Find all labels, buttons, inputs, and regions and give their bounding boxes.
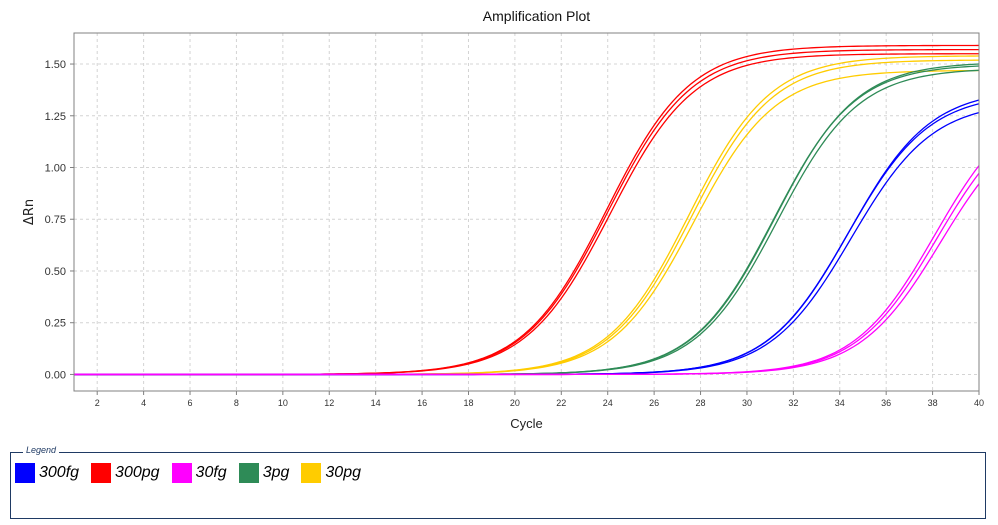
legend-item-3pg: 3pg — [238, 463, 290, 483]
legend-label: 300pg — [115, 464, 160, 481]
legend-label: 30fg — [195, 464, 227, 481]
y-tick-label: 1.25 — [45, 111, 66, 123]
legend-item-30pg: 30pg — [301, 463, 361, 483]
legend-item-30fg: 30fg — [171, 463, 227, 483]
x-tick-label: 24 — [603, 398, 613, 408]
x-tick-label: 26 — [649, 398, 659, 408]
x-tick-label: 22 — [556, 398, 566, 408]
y-tick-label: 0.75 — [45, 214, 66, 226]
legend-title: Legend — [23, 445, 60, 455]
x-tick-label: 6 — [188, 398, 193, 408]
legend-label: 30pg — [325, 464, 361, 481]
x-tick-label: 14 — [371, 398, 381, 408]
x-tick-label: 28 — [696, 398, 706, 408]
legend-swatch — [15, 463, 35, 483]
y-tick-label: 0.00 — [45, 369, 66, 381]
legend-swatch — [91, 463, 112, 483]
x-tick-label: 2 — [95, 398, 100, 408]
plot-area — [74, 33, 979, 391]
chart-svg: 2 4 6 8 10 12 14 16 18 20 22 24 26 28 30 32 34 36 38 400.00… — [22, 8, 984, 431]
x-tick-label: 8 — [234, 398, 239, 408]
series-line-30fg — [74, 165, 980, 376]
amplification-plot: 2 4 6 8 10 12 14 16 18 20 22 24 26 28 30 32 34 36 38 40 0.00… — [22, 8, 984, 431]
y-tick-label: 1.50 — [45, 59, 66, 71]
legend-box: Legend 300fg 300pg 30fg 3pg 30pg — [10, 445, 986, 519]
x-tick-label: 32 — [788, 398, 798, 408]
legend-label: 300fg — [39, 464, 80, 481]
x-axis-label: Cycle — [510, 416, 543, 431]
legend-swatch — [171, 463, 192, 483]
y-tick-label: 0.50 — [45, 266, 66, 278]
x-tick-label: 36 — [881, 398, 891, 408]
legend-item-300pg: 300pg — [91, 463, 160, 483]
x-tick-label: 10 — [278, 398, 288, 408]
legend-swatch — [238, 463, 259, 483]
legend-items: 300fg 300pg 30fg 3pg 30pg — [15, 463, 373, 483]
plot-frame — [73, 32, 980, 392]
legend-label: 3pg — [262, 464, 290, 481]
x-tick-label: 34 — [835, 398, 845, 408]
x-tick-label: 30 — [742, 398, 752, 408]
y-tick-label: 0.25 — [45, 318, 66, 330]
x-tick-label: 38 — [928, 398, 938, 408]
x-tick-label: 18 — [463, 398, 473, 408]
legend-item-300fg: 300fg — [15, 463, 79, 483]
legend-swatch — [301, 463, 322, 483]
x-tick-label: 40 — [974, 398, 984, 408]
x-tick-label: 4 — [141, 398, 146, 408]
x-tick-label: 16 — [417, 398, 427, 408]
y-axis-label: ΔRn — [22, 199, 37, 225]
chart-title: Amplification Plot — [483, 8, 590, 24]
y-tick-label: 1.00 — [45, 163, 66, 175]
x-tick-label: 12 — [324, 398, 334, 408]
x-tick-label: 20 — [510, 398, 520, 408]
